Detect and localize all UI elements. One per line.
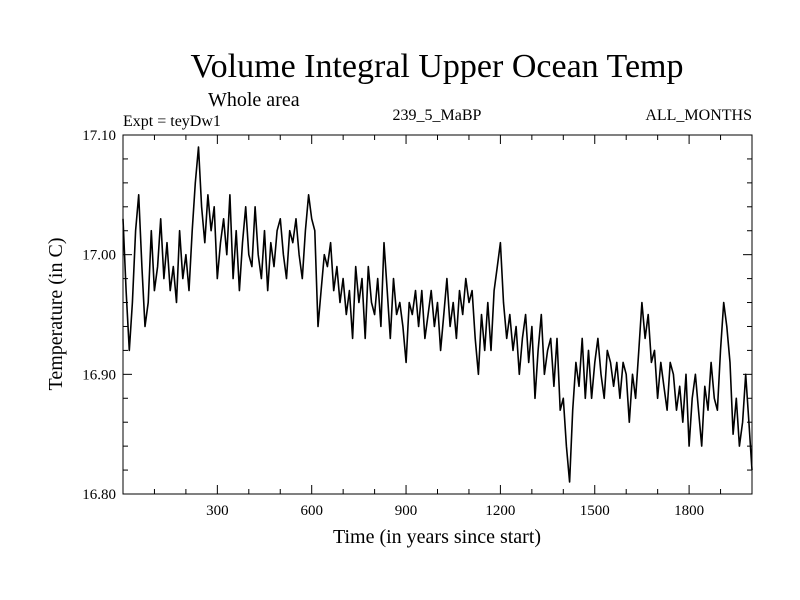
x-tick-label: 600: [300, 503, 323, 519]
experiment-label: Expt = teyDw1: [123, 113, 221, 130]
x-tick-label: 900: [395, 503, 418, 519]
x-axis: 300 600 900 1200 1500 1800: [153, 135, 722, 519]
x-axis-label: Time (in years since start): [333, 526, 541, 548]
series-line: [122, 146, 753, 483]
y-tick-label: 17.00: [82, 248, 116, 264]
y-axis-label: Temperature (in C): [45, 238, 67, 391]
y-tick-label: 16.90: [82, 367, 116, 383]
chart-subtitle: Whole area: [208, 89, 300, 111]
period-label: ALL_MONTHS: [645, 107, 752, 124]
x-tick-label: 1200: [485, 503, 515, 519]
x-tick-label: 1800: [674, 503, 704, 519]
x-tick-label: 300: [206, 503, 229, 519]
y-tick-label: 17.10: [82, 128, 116, 144]
y-axis: 16.80 16.90 17.00 17.10: [82, 128, 752, 503]
y-tick-label: 16.80: [82, 487, 116, 503]
run-id-label: 239_5_MaBP: [393, 107, 482, 124]
chart-title: Volume Integral Upper Ocean Temp: [191, 48, 684, 85]
x-tick-label: 1500: [580, 503, 610, 519]
